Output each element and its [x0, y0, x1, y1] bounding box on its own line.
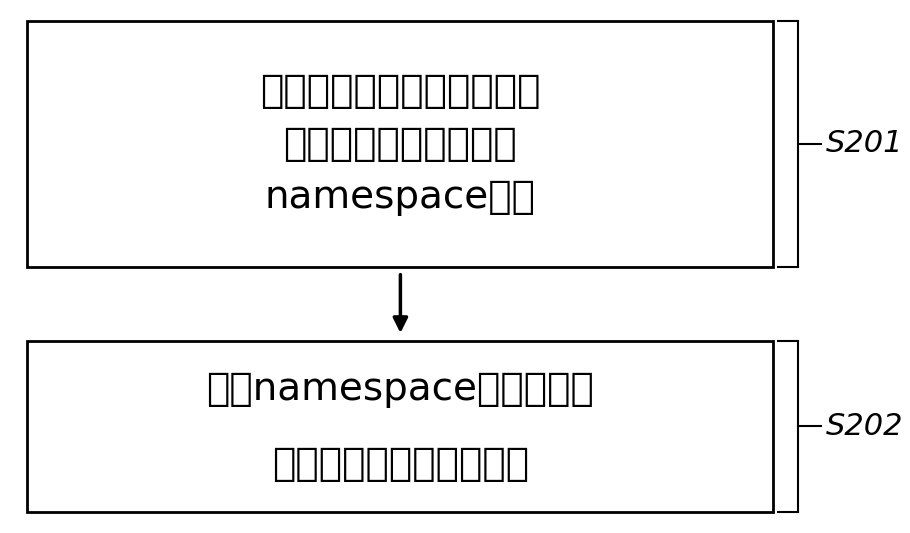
Text: 接收主机下发的写请求，并: 接收主机下发的写请求，并 — [260, 71, 541, 110]
Text: S202: S202 — [825, 412, 903, 441]
Bar — [27, 21, 773, 266]
Text: S201: S201 — [825, 130, 903, 158]
Text: namespace信息: namespace信息 — [265, 178, 536, 216]
Text: 求写入相应的物理逻辑块: 求写入相应的物理逻辑块 — [272, 445, 529, 483]
Bar — [27, 341, 773, 512]
Text: 根据namespace信息将写请: 根据namespace信息将写请 — [207, 370, 594, 408]
Text: 从写请求中提取携带的: 从写请求中提取携带的 — [284, 125, 517, 163]
